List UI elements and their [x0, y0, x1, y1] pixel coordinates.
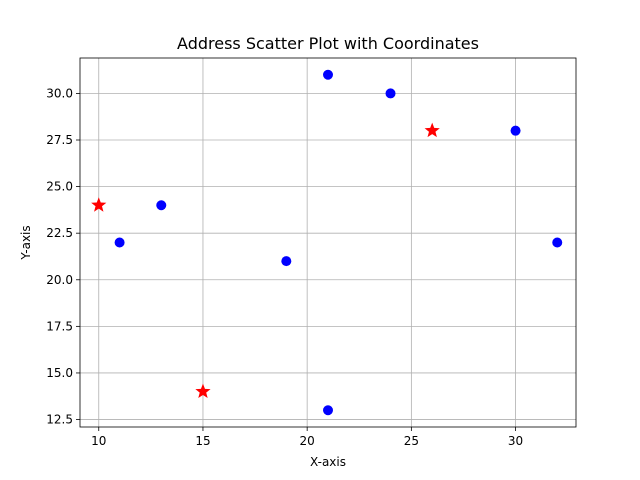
star-data-point	[195, 383, 211, 399]
plot-area-frame	[79, 57, 577, 428]
circle-data-point	[281, 256, 292, 267]
circle-data-point	[323, 405, 333, 416]
x-tick-label: 10	[91, 434, 106, 448]
star-data-point	[424, 122, 440, 138]
y-tick-label: 30.0	[46, 86, 73, 100]
x-tick-label: 15	[195, 434, 210, 448]
x-tick-label: 20	[300, 434, 315, 448]
y-tick-label: 12.5	[46, 413, 73, 427]
grid	[80, 58, 576, 427]
y-tick-label: 20.0	[46, 273, 73, 287]
y-tick-label: 25.0	[46, 180, 73, 194]
x-tick-label: 30	[508, 434, 523, 448]
x-tick-label: 25	[404, 434, 419, 448]
circle-data-point	[552, 237, 563, 248]
x-axis-label: X-axis	[310, 455, 346, 469]
chart-title: Address Scatter Plot with Coordinates	[177, 34, 479, 53]
circle-data-point	[156, 200, 167, 211]
circle-data-point	[385, 88, 396, 99]
ticks: 10 15 20 25 30 12.5 15.0 17.5 20.0 22.5 25.0 27.5 30…	[46, 86, 523, 448]
y-tick-label: 22.5	[46, 226, 73, 240]
y-tick-label: 15.0	[46, 366, 73, 380]
star-data-point	[91, 197, 107, 212]
circle-data-point	[114, 237, 125, 248]
y-tick-label: 17.5	[46, 319, 73, 333]
circle-data-point	[323, 69, 333, 80]
y-tick-label: 27.5	[46, 133, 73, 147]
y-axis-label: Y-axis	[19, 225, 33, 260]
circle-data-point	[510, 125, 521, 136]
data-points	[91, 69, 563, 416]
